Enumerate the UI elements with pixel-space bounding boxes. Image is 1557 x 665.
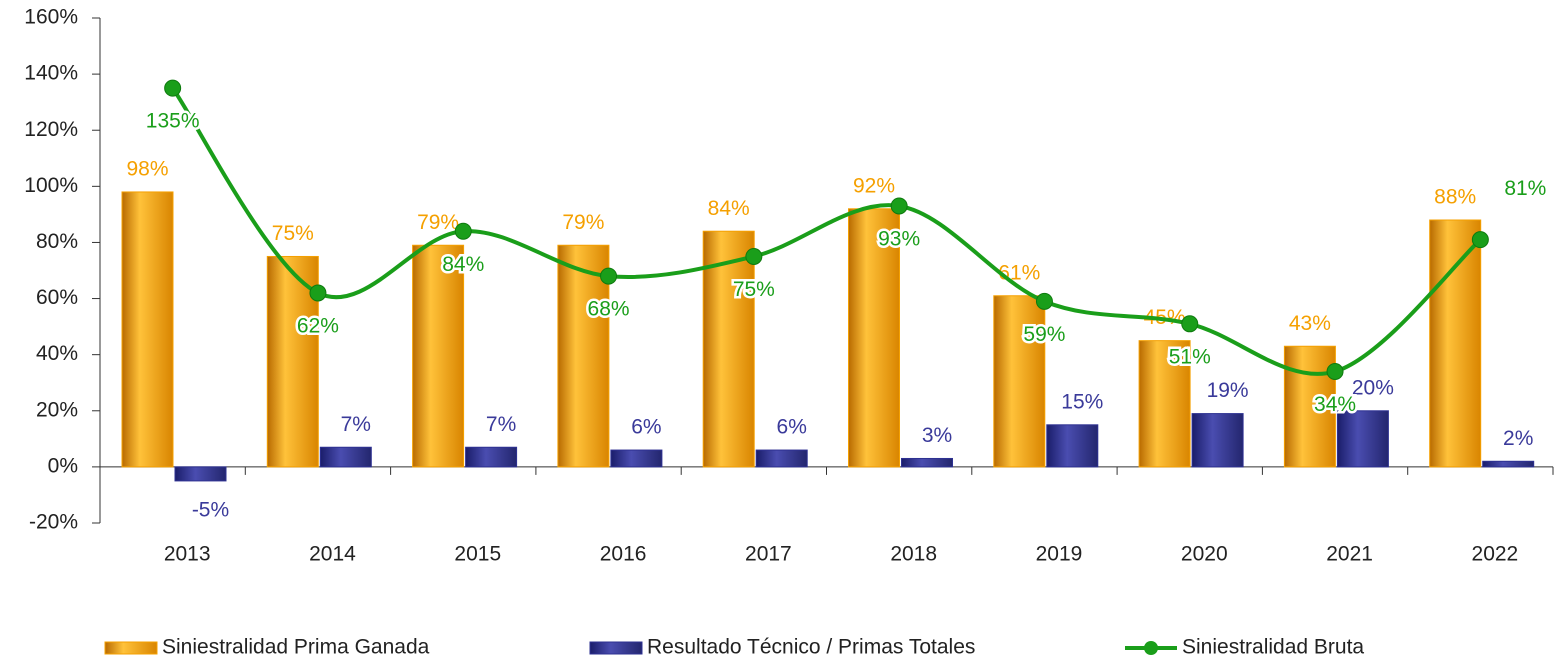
data-label: 34%: [1314, 393, 1356, 416]
line-point: [890, 197, 908, 215]
bar: [1046, 424, 1099, 468]
x-tick-label: 2017: [745, 543, 792, 566]
y-tick-label: 160%: [24, 6, 78, 29]
data-label: 62%: [297, 314, 339, 337]
data-label: 88%: [1434, 186, 1476, 209]
data-label: 93%: [878, 228, 920, 251]
data-label: 15%: [1061, 390, 1103, 413]
bar: [901, 457, 953, 468]
line-point: [745, 247, 763, 265]
data-label: 6%: [631, 416, 661, 439]
y-tick-label: 20%: [36, 398, 78, 421]
bar: [1482, 460, 1535, 468]
data-label: 59%: [1023, 323, 1065, 346]
bar: [1283, 345, 1336, 468]
data-label: 43%: [1289, 312, 1331, 335]
y-tick-label: 0%: [48, 454, 78, 477]
data-label: 51%: [1169, 345, 1211, 368]
legend-label: Resultado Técnico / Primas Totales: [647, 636, 975, 659]
data-label: 6%: [777, 416, 807, 439]
bar: [755, 449, 808, 468]
y-tick-label: 60%: [36, 286, 78, 309]
bar: [557, 244, 610, 468]
y-tick-label: -20%: [29, 511, 78, 534]
bar: [993, 295, 1046, 468]
line-point: [1181, 315, 1199, 333]
y-tick-label: 120%: [24, 118, 78, 141]
line-point: [1471, 231, 1489, 249]
bar: [412, 244, 465, 468]
legend-swatch: [589, 641, 643, 655]
x-tick-label: 2022: [1472, 543, 1519, 566]
data-label: 7%: [341, 413, 371, 436]
legend-swatch: [104, 641, 158, 655]
bar: [121, 191, 174, 468]
line: [171, 86, 1482, 376]
bar: [848, 208, 900, 468]
data-label: 81%: [1504, 177, 1546, 200]
x-tick-label: 2015: [454, 543, 501, 566]
bar: [1429, 219, 1482, 468]
legend-label: Siniestralidad Bruta: [1182, 636, 1364, 659]
x-tick-label: 2016: [600, 543, 647, 566]
data-label: 7%: [486, 413, 516, 436]
legend-label: Siniestralidad Prima Ganada: [162, 636, 430, 659]
x-tick-label: 2020: [1181, 543, 1228, 566]
data-label: 75%: [272, 222, 314, 245]
bar: [174, 466, 227, 482]
data-label: 68%: [588, 298, 630, 321]
bar: [1191, 413, 1244, 468]
y-tick-label: 100%: [24, 174, 78, 197]
data-label: 84%: [708, 197, 750, 220]
y-tick-label: 140%: [24, 62, 78, 85]
data-label: 84%: [442, 253, 484, 276]
bar: [1336, 410, 1389, 468]
bar: [610, 449, 663, 468]
bar: [1138, 340, 1191, 468]
line-point: [309, 284, 327, 302]
y-tick-label: 40%: [36, 342, 78, 365]
line-point: [454, 222, 472, 240]
line-point: [1326, 363, 1344, 380]
data-label: -5%: [192, 498, 229, 521]
x-tick-label: 2014: [309, 543, 356, 566]
x-tick-label: 2013: [164, 543, 211, 566]
data-label: 61%: [998, 261, 1040, 284]
data-label: 2%: [1503, 427, 1533, 450]
bar: [319, 446, 372, 468]
data-label: 79%: [562, 211, 604, 234]
data-label: 79%: [417, 211, 459, 234]
data-label: 92%: [853, 174, 895, 197]
data-label: 98%: [126, 157, 168, 180]
legend-swatch: [1144, 641, 1158, 655]
y-tick-label: 80%: [36, 230, 78, 253]
x-tick-label: 2019: [1036, 543, 1083, 566]
x-tick-label: 2021: [1326, 543, 1373, 566]
data-label: 75%: [733, 278, 775, 301]
line-point: [164, 79, 182, 97]
data-label: 3%: [922, 424, 952, 447]
line-point: [1035, 292, 1053, 310]
x-tick-label: 2018: [890, 543, 937, 566]
data-label: 19%: [1207, 379, 1249, 402]
data-label: 20%: [1352, 376, 1394, 399]
line-point: [600, 267, 618, 285]
bar: [465, 446, 518, 468]
data-label: 135%: [146, 110, 200, 133]
bar: [702, 230, 755, 468]
